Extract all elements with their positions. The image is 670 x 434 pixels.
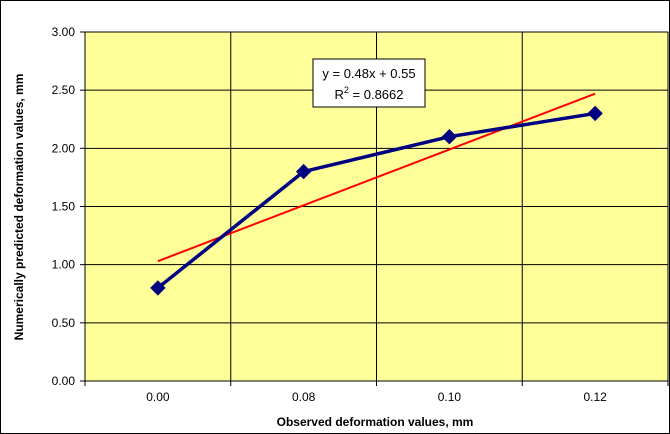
trendline-equation-box: y = 0.48x + 0.55 R2 = 0.8662 — [312, 58, 426, 108]
y-axis-title: Numerically predicted deformation values… — [12, 74, 26, 341]
x-axis-title: Observed deformation values, mm — [277, 415, 474, 429]
x-tick-label: 0.00 — [146, 390, 170, 404]
y-tick-label: 2.50 — [52, 83, 76, 97]
r-squared-value: = 0.8662 — [349, 87, 404, 102]
series-line — [156, 111, 596, 290]
x-tick-label: 0.08 — [292, 390, 316, 404]
data-point-marker — [587, 105, 603, 122]
y-tick-label: 0.00 — [52, 374, 76, 388]
x-tick-label: 0.12 — [583, 390, 607, 404]
y-tick-label: 0.50 — [52, 316, 76, 330]
y-tick-label: 2.00 — [52, 141, 76, 155]
trendline-r-squared: R2 = 0.8662 — [335, 85, 404, 102]
data-point-marker — [295, 163, 312, 180]
data-markers — [150, 105, 603, 296]
r-squared-superscript: 2 — [344, 85, 349, 95]
y-tick-label: 1.00 — [52, 258, 76, 272]
y-tick-label: 3.00 — [52, 25, 76, 39]
x-tick-label: 0.10 — [438, 390, 462, 404]
x-axis-ticks: 0.00 0.08 0.10 0.12 — [84, 380, 669, 404]
y-axis-ticks: 0.00 0.50 1.00 1.50 2.00 2.50 3.00 — [52, 25, 86, 388]
linear-trendline — [157, 92, 596, 263]
y-tick-label: 1.50 — [52, 200, 76, 214]
trendline-equation: y = 0.48x + 0.55 — [322, 66, 415, 81]
data-point-marker — [441, 128, 458, 145]
data-point-marker — [150, 280, 166, 296]
r-squared-symbol: R — [335, 87, 344, 102]
